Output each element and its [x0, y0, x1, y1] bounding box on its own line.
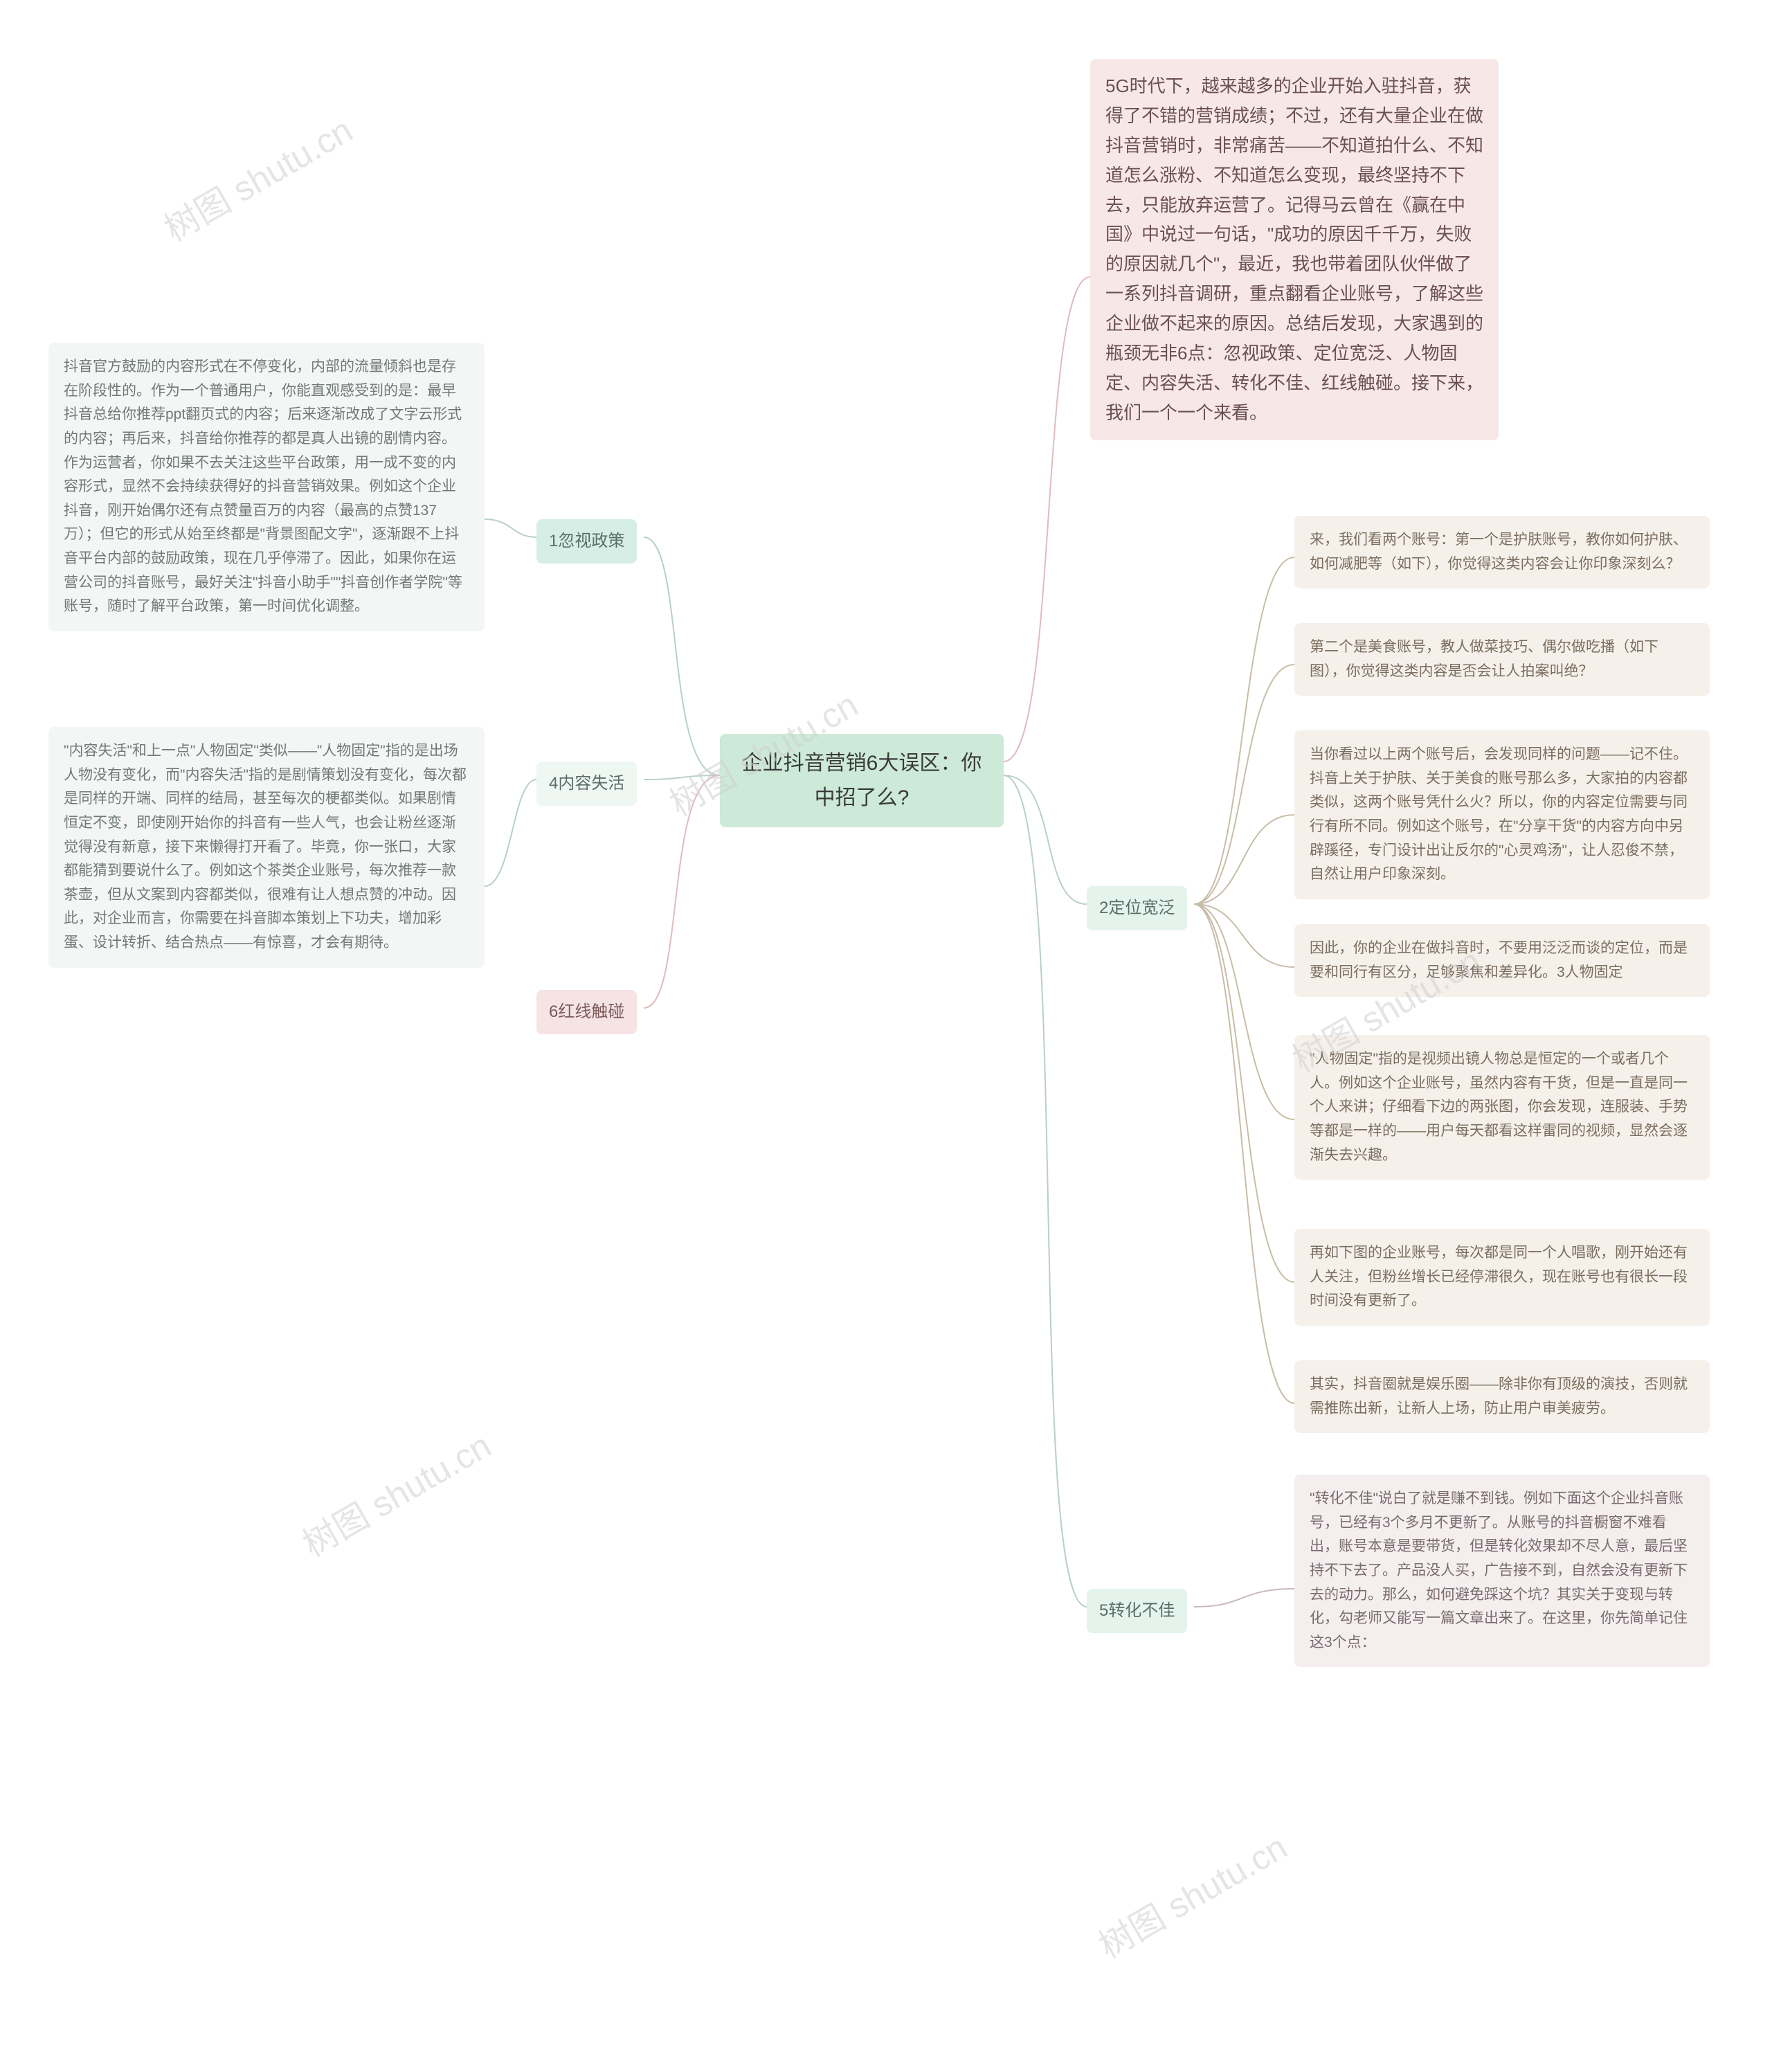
leaf-positioning-c: 当你看过以上两个账号后，会发现同样的问题——记不住。抖音上关于护肤、关于美食的账…: [1294, 730, 1710, 899]
branch-1-policy[interactable]: 1忽视政策: [536, 519, 637, 564]
branch-4-content[interactable]: 4内容失活: [536, 762, 637, 806]
leaf-content-detail: "内容失活"和上一点"人物固定"类似——"人物固定"指的是出场人物没有变化，而"…: [48, 727, 485, 968]
watermark: 树图 shutu.cn: [1088, 1820, 1294, 1968]
leaf-positioning-b: 第二个是美食账号，教人做菜技巧、偶尔做吃播（如下图），你觉得这类内容是否会让人拍…: [1294, 623, 1710, 696]
branch-2-positioning[interactable]: 2定位宽泛: [1087, 886, 1187, 930]
leaf-policy-detail: 抖音官方鼓励的内容形式在不停变化，内部的流量倾斜也是存在阶段性的。作为一个普通用…: [48, 343, 485, 631]
leaf-positioning-f: 再如下图的企业账号，每次都是同一个人唱歌，刚开始还有人关注，但粉丝增长已经停滞很…: [1294, 1229, 1710, 1326]
mindmap-canvas: { "colors": { "center_bg": "#cde9d7", "c…: [0, 0, 1772, 2072]
leaf-positioning-a: 来，我们看两个账号：第一个是护肤账号，教你如何护肤、如何减肥等（如下），你觉得这…: [1294, 516, 1710, 588]
leaf-positioning-e: "人物固定"指的是视频出镜人物总是恒定的一个或者几个人。例如这个企业账号，虽然内…: [1294, 1035, 1710, 1180]
branch-5-conversion[interactable]: 5转化不佳: [1087, 1589, 1187, 1633]
watermark: 树图 shutu.cn: [154, 103, 360, 251]
intro-text: 5G时代下，越来越多的企业开始入驻抖音，获得了不错的营销成绩；不过，还有大量企业…: [1090, 59, 1499, 440]
center-topic[interactable]: 企业抖音营销6大误区：你中招了么?: [720, 734, 1004, 827]
watermark: 树图 shutu.cn: [292, 1418, 498, 1567]
leaf-conversion-detail: "转化不佳"说白了就是赚不到钱。例如下面这个企业抖音账号，已经有3个多月不更新了…: [1294, 1475, 1710, 1667]
leaf-positioning-d: 因此，你的企业在做抖音时，不要用泛泛而谈的定位，而是要和同行有区分，足够聚焦和差…: [1294, 924, 1710, 997]
leaf-positioning-g: 其实，抖音圈就是娱乐圈——除非你有顶级的演技，否则就需推陈出新，让新人上场，防止…: [1294, 1360, 1710, 1433]
branch-6-redline[interactable]: 6红线触碰: [536, 990, 637, 1034]
